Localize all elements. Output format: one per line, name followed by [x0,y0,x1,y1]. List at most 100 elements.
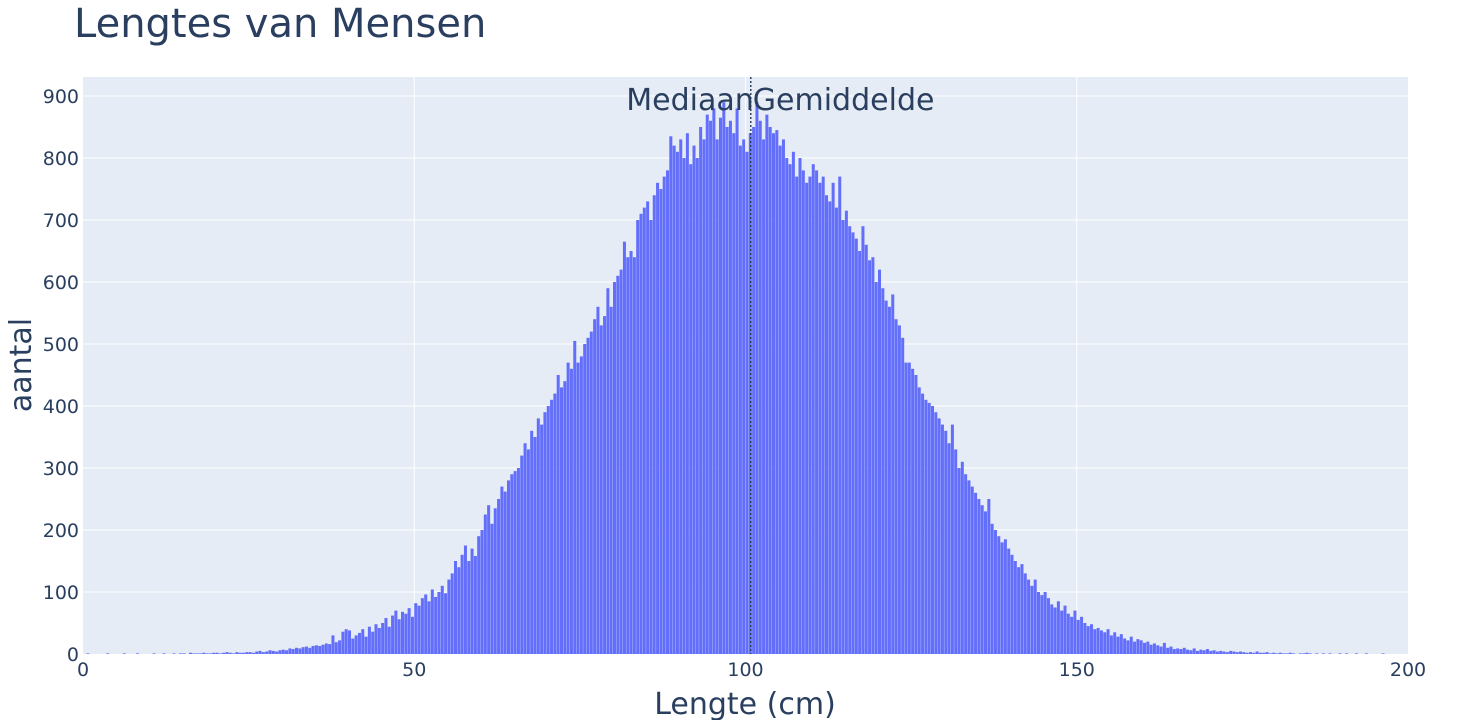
histogram-bar [1268,653,1272,654]
histogram-bar [271,650,275,654]
histogram-bar [1222,651,1226,654]
histogram-bar [980,505,984,654]
histogram-bar [1080,616,1084,654]
histogram-bar [1073,610,1077,654]
histogram-bar [1133,641,1137,654]
histogram-bar [414,603,418,654]
histogram-bar [1245,652,1249,654]
y-tick-label: 200 [43,520,79,542]
histogram-bar [1189,650,1193,654]
histogram-bar [974,492,978,654]
histogram-bar [685,133,689,654]
histogram-bar [546,406,550,654]
histogram-bar [364,636,368,654]
histogram-bar [1146,641,1150,654]
histogram-bar [374,624,378,654]
histogram-bar [311,645,315,654]
histogram-bar [407,608,411,654]
histogram-bar [834,207,838,654]
histogram-bar [261,652,265,654]
histogram-bar [318,645,322,654]
histogram-bar [1119,634,1123,654]
histogram-bar [275,651,279,654]
histogram-bar [1292,653,1296,654]
histogram-bar [613,282,617,654]
histogram-bar [775,130,779,655]
histogram-bar [371,631,375,654]
histogram-bar [1149,644,1153,654]
histogram-bar [205,653,209,654]
histogram-bar [500,486,504,654]
x-tick-label: 200 [1390,659,1426,681]
histogram-bar [483,514,487,654]
histogram-bar [533,437,537,654]
histogram-bar [1308,653,1312,654]
histogram-bar [868,260,872,654]
histogram-bar [440,585,444,654]
histogram-bar [566,362,570,654]
histogram-bar [934,412,938,654]
histogram-bar [1235,652,1239,654]
histogram-bar [497,499,501,654]
histogram-bar [887,306,891,654]
histogram-bar [1381,653,1385,654]
histogram-bar [493,508,497,654]
histogram-bar [162,653,166,654]
histogram-bar [523,443,527,654]
histogram-bar [702,139,706,654]
histogram-bar [381,623,385,654]
histogram-bar [1046,598,1050,654]
histogram-bar [811,164,815,654]
y-tick-label: 500 [43,334,79,356]
histogram-bar [1202,650,1206,654]
histogram-bar [437,592,441,654]
histogram-bar [616,275,620,654]
histogram-bar [914,375,918,654]
histogram-bar [921,393,925,654]
histogram-bar [1262,652,1266,654]
histogram-bar [328,644,332,654]
histogram-bar [1136,639,1140,654]
histogram-bar [1162,642,1166,654]
x-tick-labels: 0 50 100 150 200 [77,659,1426,681]
histogram-bar [785,158,789,654]
histogram-bar [960,461,964,654]
histogram-bar [728,120,732,655]
histogram-bar [656,182,660,655]
histogram-bar [970,486,974,654]
histogram-bar [1338,653,1342,654]
histogram-bar [470,548,474,654]
histogram-bar [1129,636,1133,654]
histogram-bar [1196,650,1200,654]
histogram-bar [1139,640,1143,654]
histogram-bar [215,652,219,654]
histogram-bar [1086,626,1090,654]
histogram-bar [1176,648,1180,654]
histogram-bar [1017,567,1021,654]
histogram-bar [715,139,719,654]
histogram-bar [626,257,630,654]
histogram-bar [520,455,524,654]
histogram-bar [304,646,308,654]
histogram-bar [238,652,242,654]
histogram-bar [911,368,915,654]
histogram-bar [719,117,723,654]
x-tick-label: 100 [727,659,763,681]
histogram-bar [467,561,471,654]
histogram-bar [1093,629,1097,654]
histogram-bar [1328,653,1332,654]
histogram-bar [712,108,716,654]
histogram-bar [805,182,809,655]
histogram-bar [510,474,514,654]
histogram-bar [225,652,229,654]
histogram-bar [1272,652,1276,654]
histogram-bar [573,340,577,654]
histogram-bar [675,151,679,655]
histogram-bar [682,158,686,654]
histogram-bar [1199,649,1203,654]
histogram-bar [781,139,785,654]
histogram-bar [513,471,517,654]
histogram-bar [848,226,852,654]
histogram-bar [825,195,829,654]
histogram-bar [1186,649,1190,654]
